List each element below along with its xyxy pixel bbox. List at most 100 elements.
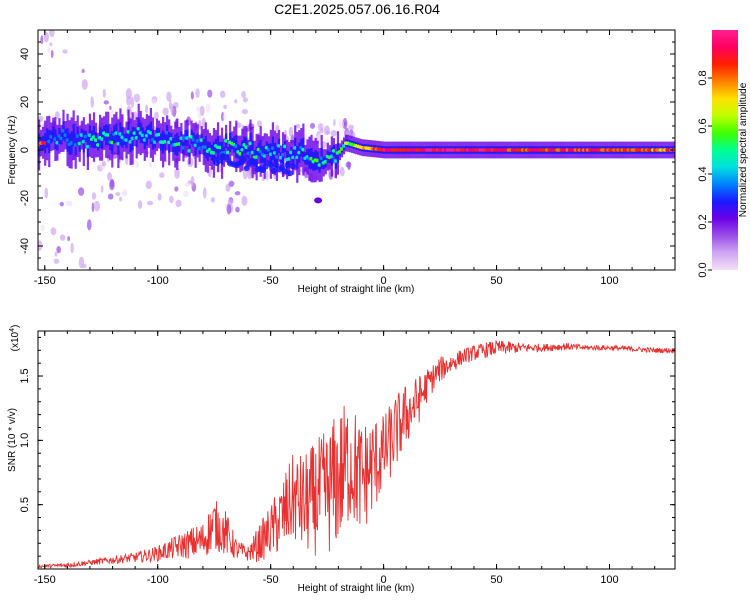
- band-core: [226, 150, 231, 155]
- colorbar-label: Normalized spectral amplitude: [738, 82, 749, 217]
- noise-cell: [338, 119, 344, 129]
- band-core: [289, 150, 294, 155]
- noise-cell: [174, 186, 179, 192]
- noise-cell: [296, 123, 301, 129]
- spectrogram-y-tick-label: -20: [19, 190, 31, 206]
- noise-cell: [107, 172, 112, 181]
- noise-cell: [309, 122, 316, 129]
- band-core: [152, 140, 157, 145]
- noise-cell: [67, 236, 71, 242]
- noise-cell: [133, 93, 141, 103]
- spectrogram-y-tick-label: 20: [19, 96, 31, 108]
- band-core: [280, 152, 285, 157]
- spectrogram-y-tick-label: 0: [19, 147, 31, 153]
- noise-cell: [234, 99, 238, 104]
- band-core: [85, 144, 90, 149]
- band-core: [323, 159, 328, 164]
- noise-cell: [40, 224, 45, 232]
- spectrogram-x-tick-label: -100: [147, 275, 169, 287]
- noise-cell: [157, 193, 162, 201]
- band-core: [79, 133, 84, 137]
- noise-cell: [175, 199, 182, 208]
- band-core: [309, 156, 314, 161]
- band-core: [49, 134, 54, 139]
- band-core: [248, 141, 253, 146]
- snr-x-tick-label: 0: [381, 574, 387, 586]
- noise-cell: [144, 104, 149, 114]
- band-core: [124, 138, 129, 142]
- band-core: [331, 148, 336, 153]
- noise-cell: [265, 170, 269, 181]
- band-core: [163, 140, 168, 144]
- band-core: [47, 139, 52, 144]
- band-core: [276, 144, 281, 148]
- band-core: [329, 154, 334, 159]
- noise-cell: [125, 88, 132, 100]
- band-core: [75, 134, 80, 138]
- band-core: [181, 146, 186, 150]
- band-core: [83, 134, 88, 139]
- band-core: [337, 149, 342, 154]
- band-core: [43, 141, 48, 145]
- band-core: [53, 137, 58, 141]
- noise-cell: [235, 206, 240, 213]
- noise-cell: [210, 197, 215, 203]
- colorbar-axis: 0.0 0.2 0.4 0.6 0.8: [697, 70, 712, 278]
- noise-cell: [205, 103, 211, 114]
- band-core: [268, 152, 273, 157]
- noise-cell: [103, 100, 110, 105]
- noise-cell: [49, 42, 53, 47]
- noise-cell: [221, 111, 225, 122]
- noise-cell: [257, 120, 262, 128]
- spectrogram-y-tick-label: -40: [19, 238, 31, 254]
- band-core: [333, 159, 338, 163]
- noise-cell: [207, 89, 213, 98]
- noise-cell: [154, 111, 159, 121]
- noise-cell: [54, 251, 58, 257]
- noise-cell: [62, 49, 68, 54]
- band-core: [224, 139, 229, 143]
- snr-y-multiplier: (x104): [9, 325, 21, 352]
- snr-x-tick-label: -50: [263, 574, 279, 586]
- noise-cell: [147, 200, 154, 206]
- spectrogram-y-axis: 40 20 0 -20 -40: [19, 29, 675, 271]
- noise-cell: [109, 105, 112, 111]
- noise-cell: [152, 98, 157, 105]
- band-core: [177, 142, 182, 146]
- snr-x-tick-label: -150: [34, 574, 56, 586]
- branch-cell: [216, 157, 223, 164]
- band-core: [87, 133, 92, 137]
- noise-cell: [53, 258, 60, 264]
- noise-cell: [91, 192, 97, 200]
- band-core: [244, 145, 249, 150]
- band-core: [217, 145, 222, 150]
- noise-cell: [219, 90, 226, 98]
- isolated-cell: [314, 197, 323, 204]
- spectrogram-x-axis: -150 -100 -50 0 50 100: [34, 30, 656, 287]
- band-core: [91, 135, 96, 139]
- band-core: [274, 155, 279, 159]
- band-core: [148, 131, 153, 135]
- band-core: [319, 156, 324, 161]
- noise-cell: [59, 234, 66, 241]
- noise-cell: [93, 200, 101, 212]
- spectrogram-x-tick-label: -50: [263, 275, 279, 287]
- noise-cell: [50, 227, 57, 236]
- noise-cell: [54, 111, 60, 119]
- colorbar-gradient: [712, 30, 738, 270]
- band-core: [144, 133, 149, 138]
- band-core: [203, 145, 208, 149]
- band-core: [63, 133, 68, 138]
- snr-series-line: [38, 340, 675, 569]
- noise-cell: [40, 35, 44, 45]
- band-core: [55, 140, 60, 145]
- band-core: [199, 138, 204, 142]
- noise-cell: [38, 240, 43, 251]
- snr-x-tick-label: 50: [490, 574, 502, 586]
- band-core: [165, 130, 170, 135]
- band-core: [126, 130, 131, 134]
- noise-cell: [122, 188, 127, 197]
- noise-cell: [330, 129, 337, 137]
- noise-cell: [247, 168, 252, 180]
- band-core: [45, 136, 50, 141]
